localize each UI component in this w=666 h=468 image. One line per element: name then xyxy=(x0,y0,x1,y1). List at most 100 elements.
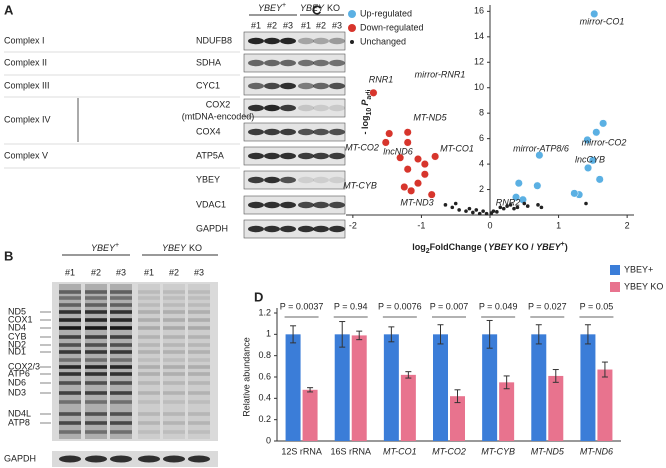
blot-band xyxy=(264,225,280,233)
error-bar xyxy=(307,387,314,393)
error-bar xyxy=(405,371,412,379)
data-point xyxy=(536,203,540,207)
blot-band xyxy=(313,59,329,67)
panel-label: A xyxy=(4,2,14,17)
x-tick-label: 0 xyxy=(487,220,492,230)
panel-label: D xyxy=(254,289,263,304)
row-label: VDAC1 xyxy=(196,199,226,209)
y-tick-label: 0.2 xyxy=(258,414,271,424)
data-point xyxy=(481,209,485,213)
blot-band xyxy=(188,335,210,339)
blot-band xyxy=(248,104,264,112)
blot-band xyxy=(59,365,81,369)
legend-label: YBEY KO xyxy=(624,281,663,291)
data-point xyxy=(599,119,608,128)
group-header: YBEY+ xyxy=(258,2,286,14)
blot-band xyxy=(188,303,210,307)
blot-band xyxy=(188,430,210,434)
x-tick-label: MT-ND5 xyxy=(531,446,565,456)
x-axis-label-part: FoldChange ( xyxy=(430,242,488,252)
group-tag: KO xyxy=(189,243,202,253)
y-tick-label: 1.2 xyxy=(258,307,271,317)
x-tick-label: MT-CO1 xyxy=(383,446,417,456)
p-value: P = 0.05 xyxy=(580,301,614,311)
blot-band xyxy=(85,335,107,339)
blot-band xyxy=(138,412,160,416)
blot-band xyxy=(110,335,132,339)
blot-band xyxy=(163,455,185,463)
band-label: ND5 xyxy=(8,306,26,316)
blot-band xyxy=(59,310,81,314)
blot-band xyxy=(280,104,296,112)
blot-band xyxy=(85,391,107,395)
gene-name: YBEY xyxy=(91,243,116,253)
blot-band xyxy=(138,391,160,395)
y-tick-label: 0.6 xyxy=(258,371,271,381)
lane-label: #2 xyxy=(316,20,326,30)
gene-name: YBEY xyxy=(258,3,283,13)
point-annotation: MT-ND3 xyxy=(400,197,433,207)
blot-band xyxy=(188,310,210,314)
data-point xyxy=(420,160,429,169)
data-point xyxy=(533,181,542,190)
bar xyxy=(580,334,596,441)
blot-band xyxy=(248,152,264,160)
blot-band xyxy=(110,310,132,314)
blot-band xyxy=(163,421,185,425)
blot-band xyxy=(264,37,280,45)
blot-band xyxy=(59,430,81,434)
point-annotation: MT-CO2 xyxy=(345,142,379,152)
blot-band xyxy=(163,350,185,354)
blot-band xyxy=(59,343,81,347)
data-point xyxy=(505,204,509,208)
blot-band xyxy=(110,412,132,416)
blot-band xyxy=(110,326,132,330)
lane-label: #2 xyxy=(91,267,101,277)
p-value: P = 0.0037 xyxy=(280,301,324,311)
data-point xyxy=(450,205,455,210)
y-tick-label: 4 xyxy=(479,158,484,168)
blot-band xyxy=(59,290,81,294)
band-label: ATP6 xyxy=(8,368,30,378)
point-annotation: MT-CYB xyxy=(343,180,377,190)
row-note: (mtDNA-encoded) xyxy=(182,111,255,121)
blot-band xyxy=(298,152,314,160)
blot-band xyxy=(59,381,81,385)
point-annotation: mirror-CO2 xyxy=(582,137,627,147)
blot-band xyxy=(264,104,280,112)
data-point xyxy=(477,211,482,216)
blot-band xyxy=(188,290,210,294)
data-point xyxy=(583,135,592,144)
blot-band xyxy=(280,176,296,184)
blot-band xyxy=(85,350,107,354)
data-point xyxy=(522,201,527,206)
x-axis-label-part: YBEY xyxy=(536,242,562,252)
blot-band xyxy=(138,372,160,376)
lane-label: #2 xyxy=(267,20,277,30)
blot-band xyxy=(188,326,210,330)
blot-band xyxy=(188,421,210,425)
x-tick-label: -2 xyxy=(349,220,357,230)
data-point xyxy=(484,211,489,216)
blot-band xyxy=(188,372,210,376)
point-annotation: mirror-ATP8/6 xyxy=(513,143,569,153)
data-point xyxy=(381,138,390,147)
y-tick-label: 14 xyxy=(474,31,484,41)
blot-band xyxy=(298,128,314,136)
band-label: ND3 xyxy=(8,387,26,397)
blot-lane xyxy=(163,284,185,439)
blot-band xyxy=(110,318,132,322)
blot-band xyxy=(329,176,345,184)
error-bar xyxy=(437,324,444,345)
blot-band xyxy=(248,59,264,67)
data-point xyxy=(535,151,544,160)
bar xyxy=(597,369,613,441)
y-tick-label: 2 xyxy=(479,184,484,194)
blot-band xyxy=(163,400,185,404)
blot-lane xyxy=(110,284,132,439)
blot-band xyxy=(188,365,210,369)
x-tick-label: 16S rRNA xyxy=(330,446,371,456)
y-tick-label: 6 xyxy=(479,133,484,143)
blot-band xyxy=(329,82,345,90)
